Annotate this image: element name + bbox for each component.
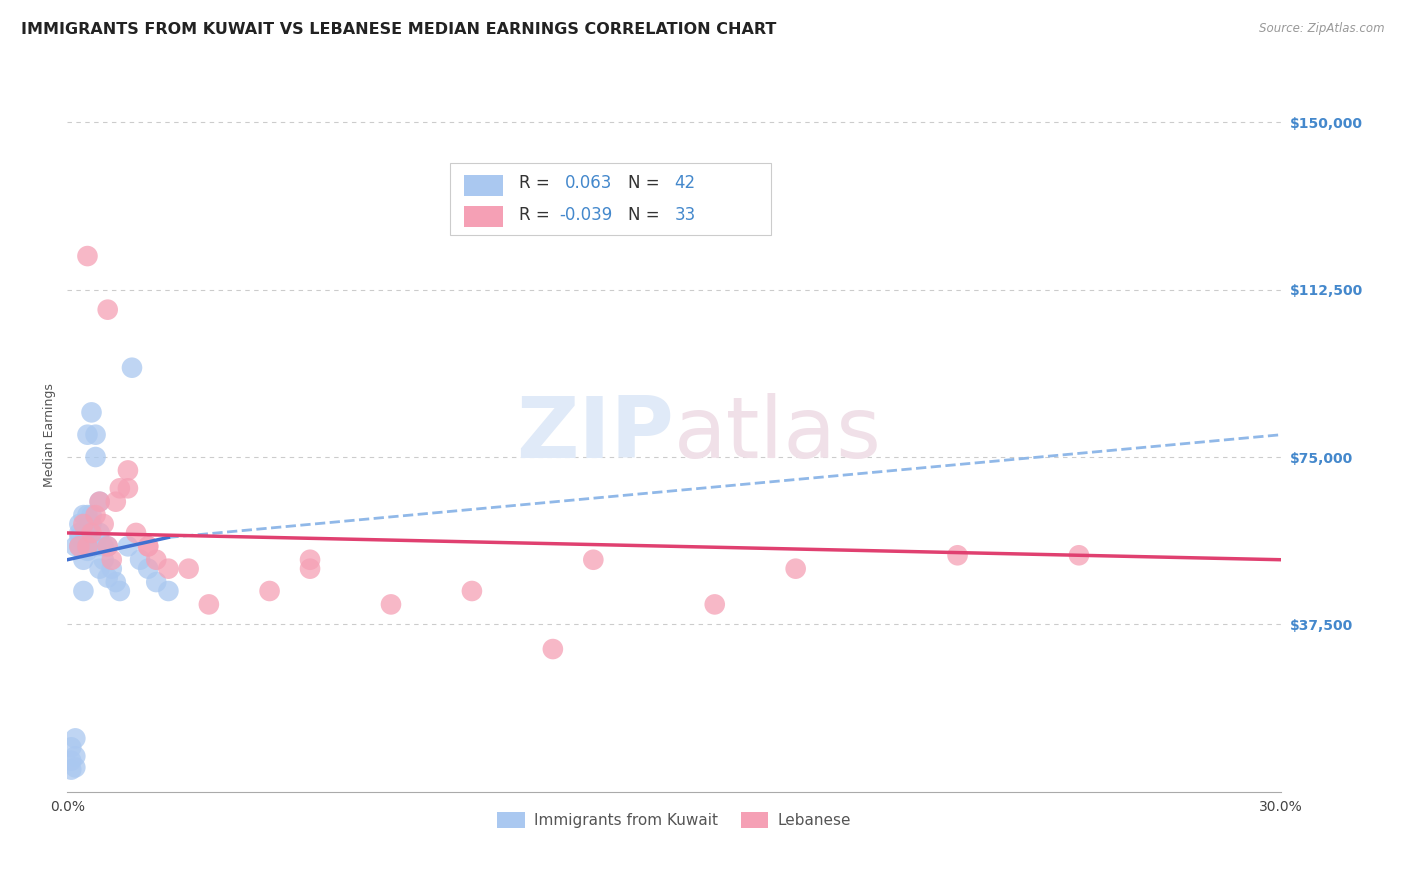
Point xyxy=(108,584,131,599)
Point xyxy=(72,508,94,522)
Text: R =: R = xyxy=(519,206,555,224)
Point xyxy=(93,539,115,553)
Point xyxy=(145,553,167,567)
Point xyxy=(100,562,122,576)
Point xyxy=(80,525,103,540)
Point xyxy=(76,525,98,540)
Point xyxy=(157,562,180,576)
Point xyxy=(104,494,127,508)
Point xyxy=(76,508,98,522)
Text: atlas: atlas xyxy=(675,393,882,476)
Point xyxy=(299,562,322,576)
Point xyxy=(785,562,807,576)
Text: R =: R = xyxy=(519,174,555,192)
Point xyxy=(125,525,148,540)
Point xyxy=(299,553,322,567)
Point xyxy=(97,539,120,553)
Point xyxy=(72,516,94,531)
Point xyxy=(104,575,127,590)
Point xyxy=(67,539,90,553)
FancyBboxPatch shape xyxy=(464,206,503,227)
Text: Source: ZipAtlas.com: Source: ZipAtlas.com xyxy=(1260,22,1385,36)
Point xyxy=(136,539,159,553)
Point xyxy=(84,427,107,442)
Point xyxy=(108,481,131,495)
Legend: Immigrants from Kuwait, Lebanese: Immigrants from Kuwait, Lebanese xyxy=(491,806,858,834)
Point xyxy=(76,539,98,553)
Text: ZIP: ZIP xyxy=(516,393,675,476)
Point xyxy=(541,642,564,657)
Point xyxy=(1067,549,1090,563)
Point xyxy=(80,539,103,553)
Point xyxy=(100,553,122,567)
Point xyxy=(60,763,83,777)
Point xyxy=(65,749,87,764)
Point xyxy=(65,731,87,746)
Point xyxy=(76,543,98,558)
Point xyxy=(136,539,159,553)
Point xyxy=(72,553,94,567)
Point xyxy=(67,525,90,540)
Text: -0.039: -0.039 xyxy=(560,206,612,224)
Point xyxy=(84,450,107,464)
Point xyxy=(76,249,98,263)
Point xyxy=(198,598,221,612)
Point xyxy=(157,584,180,599)
Point xyxy=(89,494,111,508)
Point xyxy=(65,539,87,553)
Text: IMMIGRANTS FROM KUWAIT VS LEBANESE MEDIAN EARNINGS CORRELATION CHART: IMMIGRANTS FROM KUWAIT VS LEBANESE MEDIA… xyxy=(21,22,776,37)
Point xyxy=(72,584,94,599)
Point xyxy=(89,494,111,508)
Point xyxy=(136,562,159,576)
Point xyxy=(97,302,120,317)
Point xyxy=(117,539,139,553)
Point xyxy=(380,598,402,612)
Text: N =: N = xyxy=(628,174,665,192)
Point xyxy=(703,598,725,612)
Text: 0.063: 0.063 xyxy=(565,174,613,192)
Point xyxy=(60,754,83,768)
Point xyxy=(97,539,120,553)
Point xyxy=(461,584,484,599)
FancyBboxPatch shape xyxy=(464,175,503,196)
Point xyxy=(117,481,139,495)
Point xyxy=(80,516,103,531)
Point xyxy=(60,740,83,755)
Point xyxy=(177,562,200,576)
Point xyxy=(67,516,90,531)
Point xyxy=(259,584,281,599)
Point xyxy=(89,562,111,576)
Point xyxy=(93,553,115,567)
Text: 33: 33 xyxy=(675,206,696,224)
Point xyxy=(72,534,94,549)
Text: N =: N = xyxy=(628,206,665,224)
FancyBboxPatch shape xyxy=(450,163,772,235)
Point xyxy=(80,405,103,419)
Text: 42: 42 xyxy=(675,174,696,192)
Point xyxy=(129,553,152,567)
Point xyxy=(121,360,143,375)
Point xyxy=(80,508,103,522)
Point xyxy=(89,525,111,540)
Point xyxy=(145,575,167,590)
Y-axis label: Median Earnings: Median Earnings xyxy=(44,383,56,487)
Point xyxy=(65,760,87,774)
Point xyxy=(84,539,107,553)
Point xyxy=(946,549,969,563)
Point xyxy=(67,539,90,553)
Point xyxy=(117,463,139,477)
Point xyxy=(93,516,115,531)
Point xyxy=(84,508,107,522)
Point xyxy=(582,553,605,567)
Point xyxy=(97,571,120,585)
Point xyxy=(67,530,90,544)
Point xyxy=(76,427,98,442)
